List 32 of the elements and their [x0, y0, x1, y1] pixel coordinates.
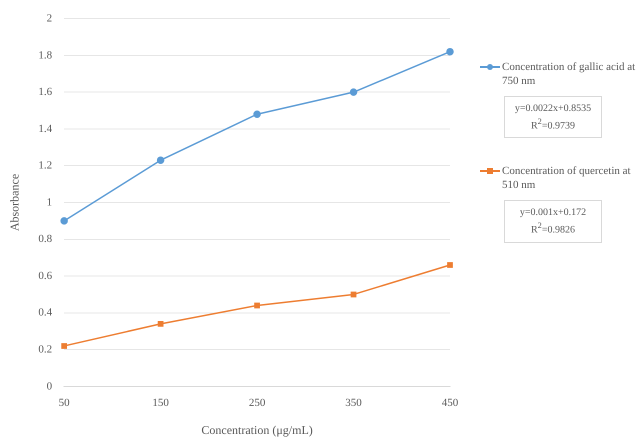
point — [156, 156, 164, 164]
x-tick-label: 250 — [248, 396, 266, 409]
y-tick-label: 2 — [46, 12, 52, 24]
x-tick-label: 350 — [345, 396, 362, 409]
point — [61, 343, 68, 349]
point — [350, 88, 358, 96]
x-axis-title: Concentration (μg/mL) — [201, 422, 313, 437]
y-axis-title: Absorbance — [7, 174, 22, 232]
legend-label: Concentration of gallic acid at 750 nm — [502, 60, 636, 88]
y-tick-label: 0 — [46, 380, 53, 392]
y-tick-label: 1.8 — [38, 49, 53, 62]
point — [350, 292, 356, 298]
y-tick-label: 0.8 — [38, 233, 53, 246]
point — [447, 262, 453, 268]
x-tick-label: 150 — [152, 396, 170, 409]
legend-label: Concentration of quercetin at 510 nm — [502, 164, 632, 192]
y-tick-label: 1.4 — [38, 122, 53, 135]
x-tick-label: 450 — [442, 396, 459, 409]
text: y=0.001x+0.172 R$^{2}$=0.9826 — [504, 200, 602, 243]
point — [253, 110, 261, 118]
point — [158, 321, 164, 327]
y-tick-label: 0.6 — [38, 270, 53, 282]
y-tick-label: 1.6 — [38, 86, 53, 98]
point — [254, 302, 260, 308]
point — [446, 48, 454, 56]
text: y=0.0022x+0.8535 R$^{2}$=0.9739 — [504, 96, 602, 138]
y-tick-label: 1 — [46, 196, 52, 208]
y-tick-label: 0.4 — [38, 306, 53, 319]
x-tick-label: 50 — [58, 396, 70, 409]
y-tick-label: 1.2 — [38, 160, 52, 172]
y-tick-label: 0.2 — [38, 344, 52, 356]
point — [60, 217, 68, 225]
